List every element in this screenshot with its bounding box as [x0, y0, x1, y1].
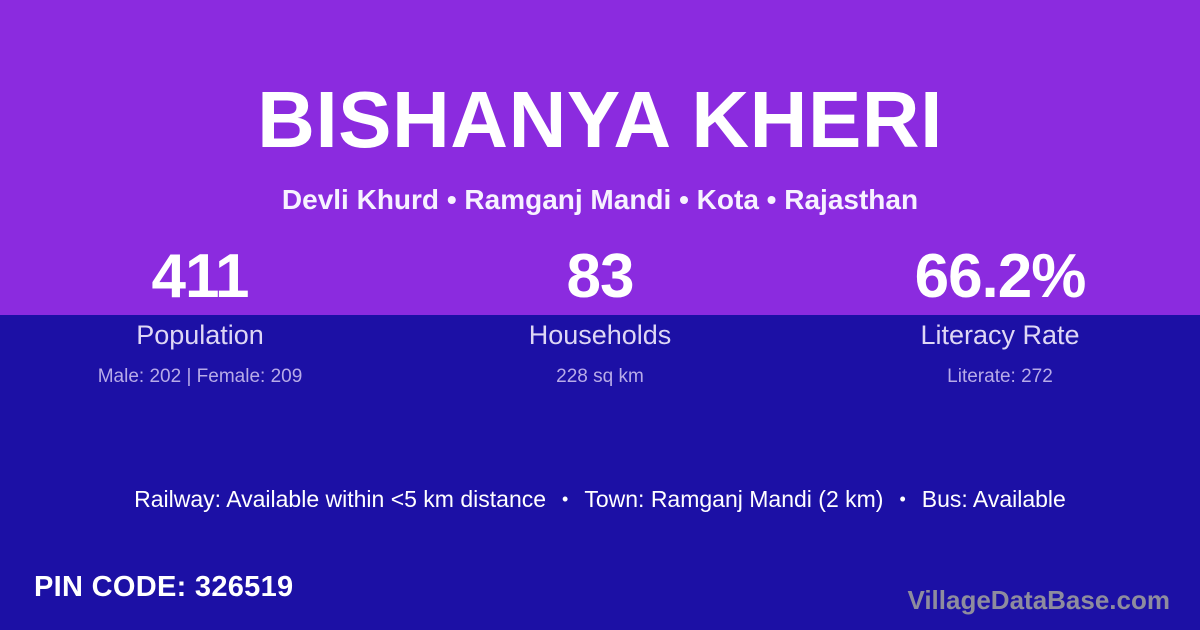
households-value: 83 — [566, 242, 635, 311]
bullet-separator-icon: • — [899, 489, 906, 509]
literacy-detail: Literate: 272 — [947, 366, 1053, 387]
stat-population: 411 Population Male: 202 | Female: 209 — [0, 246, 400, 388]
stat-literacy: 66.2% Literacy Rate Literate: 272 — [800, 246, 1200, 388]
railway-info: Railway: Available within <5 km distance — [134, 486, 547, 512]
literacy-value: 66.2% — [914, 242, 1087, 311]
village-name-title: BISHANYA KHERI — [257, 75, 943, 164]
literacy-label: Literacy Rate — [920, 320, 1080, 350]
households-label: Households — [528, 320, 672, 350]
bus-info: Bus: Available — [921, 486, 1066, 512]
watermark-brand: VillageDataBase.com — [907, 585, 1170, 615]
population-value: 411 — [151, 242, 249, 311]
town-info: Town: Ramganj Mandi (2 km) — [584, 486, 884, 512]
population-label: Population — [136, 320, 264, 350]
facilities-line: Railway: Available within <5 km distance… — [0, 486, 1200, 513]
location-breadcrumb: Devli Khurd • Ramganj Mandi • Kota • Raj… — [281, 184, 919, 215]
bullet-separator-icon: • — [562, 489, 569, 509]
stats-row: 411 Population Male: 202 | Female: 209 8… — [0, 246, 1200, 388]
stat-households: 83 Households 228 sq km — [400, 246, 800, 388]
households-detail: 228 sq km — [556, 366, 644, 387]
population-detail: Male: 202 | Female: 209 — [97, 366, 303, 387]
pin-code: PIN CODE: 326519 — [34, 571, 294, 603]
